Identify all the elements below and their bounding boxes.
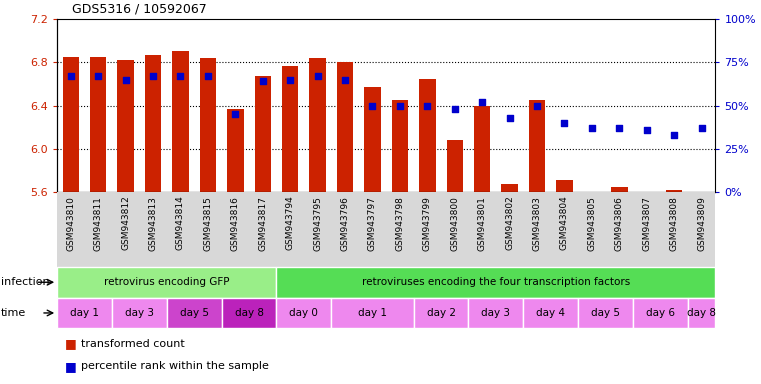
- Text: GSM943795: GSM943795: [313, 196, 322, 251]
- Text: GSM943806: GSM943806: [615, 196, 624, 251]
- Bar: [90, 57, 107, 192]
- Text: GSM943808: GSM943808: [670, 196, 679, 251]
- Point: [586, 125, 598, 131]
- Point: [504, 115, 516, 121]
- Bar: [501, 184, 517, 192]
- Text: ■: ■: [65, 360, 76, 373]
- Text: day 8: day 8: [234, 308, 263, 318]
- Text: day 3: day 3: [482, 308, 511, 318]
- Text: GSM943798: GSM943798: [396, 196, 404, 251]
- Text: percentile rank within the sample: percentile rank within the sample: [81, 361, 269, 371]
- Point: [394, 103, 406, 109]
- Point: [668, 132, 680, 138]
- Bar: [611, 187, 628, 192]
- Point: [65, 73, 77, 79]
- Text: day 5: day 5: [180, 308, 209, 318]
- Point: [284, 77, 296, 83]
- Point: [202, 73, 214, 79]
- Text: GSM943799: GSM943799: [423, 196, 431, 251]
- Point: [531, 103, 543, 109]
- Bar: [254, 76, 271, 192]
- Point: [559, 120, 571, 126]
- Point: [311, 73, 323, 79]
- Bar: [365, 87, 380, 192]
- Text: ■: ■: [65, 338, 76, 351]
- Point: [147, 73, 159, 79]
- Text: retroviruses encoding the four transcription factors: retroviruses encoding the four transcrip…: [361, 277, 630, 287]
- Text: day 1: day 1: [358, 308, 387, 318]
- Bar: [310, 58, 326, 192]
- Text: GSM943803: GSM943803: [533, 196, 542, 251]
- Text: GSM943802: GSM943802: [505, 196, 514, 250]
- Text: GDS5316 / 10592067: GDS5316 / 10592067: [72, 2, 207, 15]
- Text: GSM943815: GSM943815: [203, 196, 212, 251]
- Point: [366, 103, 378, 109]
- Text: day 8: day 8: [687, 308, 716, 318]
- Bar: [447, 140, 463, 192]
- Text: day 4: day 4: [537, 308, 565, 318]
- Bar: [584, 192, 600, 199]
- Point: [613, 125, 626, 131]
- Text: GSM943813: GSM943813: [148, 196, 158, 251]
- Text: GSM943809: GSM943809: [697, 196, 706, 251]
- Bar: [337, 63, 353, 192]
- Bar: [529, 100, 546, 192]
- Text: GSM943797: GSM943797: [368, 196, 377, 251]
- Text: day 0: day 0: [289, 308, 318, 318]
- Bar: [62, 57, 79, 192]
- Bar: [419, 79, 435, 192]
- Text: day 2: day 2: [427, 308, 456, 318]
- Text: GSM943812: GSM943812: [121, 196, 130, 250]
- Bar: [227, 109, 244, 192]
- Point: [339, 77, 351, 83]
- Text: day 6: day 6: [646, 308, 675, 318]
- Text: GSM943810: GSM943810: [66, 196, 75, 251]
- Bar: [172, 51, 189, 192]
- Point: [256, 78, 269, 84]
- Text: time: time: [1, 308, 26, 318]
- Text: GSM943807: GSM943807: [642, 196, 651, 251]
- Bar: [392, 100, 408, 192]
- Text: GSM943816: GSM943816: [231, 196, 240, 251]
- Bar: [282, 66, 298, 192]
- Text: retrovirus encoding GFP: retrovirus encoding GFP: [104, 277, 230, 287]
- Text: GSM943794: GSM943794: [285, 196, 295, 250]
- Point: [641, 127, 653, 133]
- Text: day 3: day 3: [125, 308, 154, 318]
- Point: [119, 77, 132, 83]
- Text: GSM943814: GSM943814: [176, 196, 185, 250]
- Text: GSM943805: GSM943805: [587, 196, 597, 251]
- Text: GSM943801: GSM943801: [478, 196, 487, 251]
- Text: transformed count: transformed count: [81, 339, 185, 349]
- Bar: [474, 106, 490, 192]
- Text: GSM943817: GSM943817: [258, 196, 267, 251]
- Text: GSM943804: GSM943804: [560, 196, 569, 250]
- Bar: [145, 55, 161, 192]
- Point: [449, 106, 461, 112]
- Bar: [556, 180, 573, 192]
- Text: GSM943811: GSM943811: [94, 196, 103, 251]
- Point: [229, 111, 241, 118]
- Point: [92, 73, 104, 79]
- Point: [174, 73, 186, 79]
- Point: [422, 103, 434, 109]
- Bar: [199, 58, 216, 192]
- Text: day 5: day 5: [591, 308, 620, 318]
- Text: GSM943800: GSM943800: [451, 196, 460, 251]
- Point: [476, 99, 489, 105]
- Text: GSM943796: GSM943796: [341, 196, 349, 251]
- Text: day 1: day 1: [70, 308, 99, 318]
- Point: [696, 125, 708, 131]
- Bar: [666, 190, 683, 192]
- Bar: [117, 60, 134, 192]
- Text: infection: infection: [1, 277, 49, 287]
